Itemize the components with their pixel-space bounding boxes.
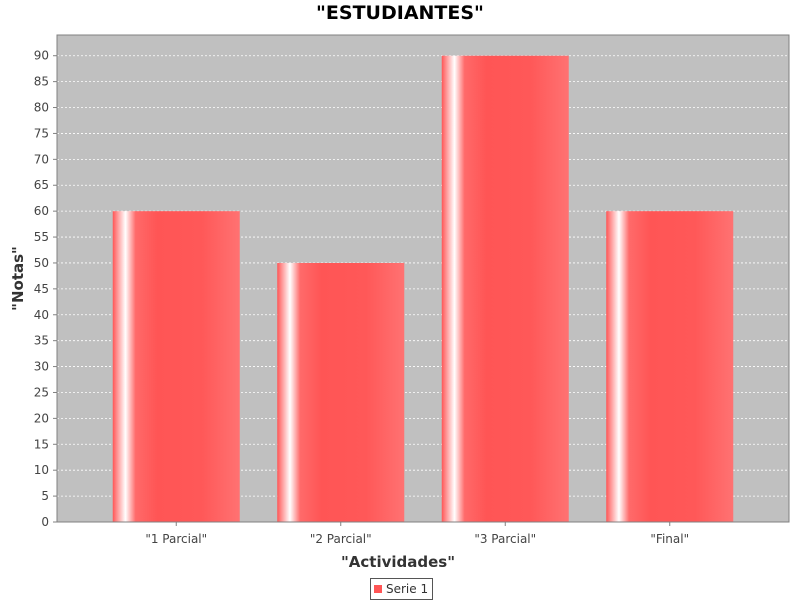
y-tick-label: 75 bbox=[34, 126, 49, 140]
y-tick-label: 20 bbox=[34, 411, 49, 425]
x-tick-label: "2 Parcial" bbox=[310, 532, 372, 546]
y-tick-label: 35 bbox=[34, 334, 49, 348]
bar bbox=[606, 211, 734, 523]
y-tick-label: 90 bbox=[34, 49, 49, 63]
bar bbox=[112, 211, 240, 523]
y-tick-label: 50 bbox=[34, 256, 49, 270]
x-tick-label: "3 Parcial" bbox=[474, 532, 536, 546]
legend-swatch-serie-1 bbox=[374, 585, 382, 593]
y-tick-label: 5 bbox=[41, 489, 49, 503]
y-tick-label: 25 bbox=[34, 385, 49, 399]
y-tick-label: 60 bbox=[34, 204, 49, 218]
y-tick-label: 45 bbox=[34, 282, 49, 296]
y-axis-title: "Notas" bbox=[9, 246, 27, 311]
chart-title: "ESTUDIANTES" bbox=[316, 2, 484, 24]
legend: Serie 1 bbox=[370, 578, 434, 600]
y-tick-label: 10 bbox=[34, 463, 49, 477]
y-tick-label: 40 bbox=[34, 308, 49, 322]
y-tick-label: 0 bbox=[41, 515, 49, 529]
x-tick-label: "1 Parcial" bbox=[145, 532, 207, 546]
y-tick-label: 85 bbox=[34, 75, 49, 89]
y-tick-label: 65 bbox=[34, 178, 49, 192]
y-tick-label: 30 bbox=[34, 360, 49, 374]
x-tick-label: "Final" bbox=[650, 532, 689, 546]
y-tick-label: 70 bbox=[34, 152, 49, 166]
y-tick-label: 80 bbox=[34, 101, 49, 115]
legend-label-serie-1: Serie 1 bbox=[386, 582, 429, 596]
bar bbox=[441, 55, 569, 523]
y-tick-label: 15 bbox=[34, 437, 49, 451]
bar bbox=[277, 262, 405, 522]
y-tick-label: 55 bbox=[34, 230, 49, 244]
x-axis-title: "Actividades" bbox=[341, 553, 455, 571]
